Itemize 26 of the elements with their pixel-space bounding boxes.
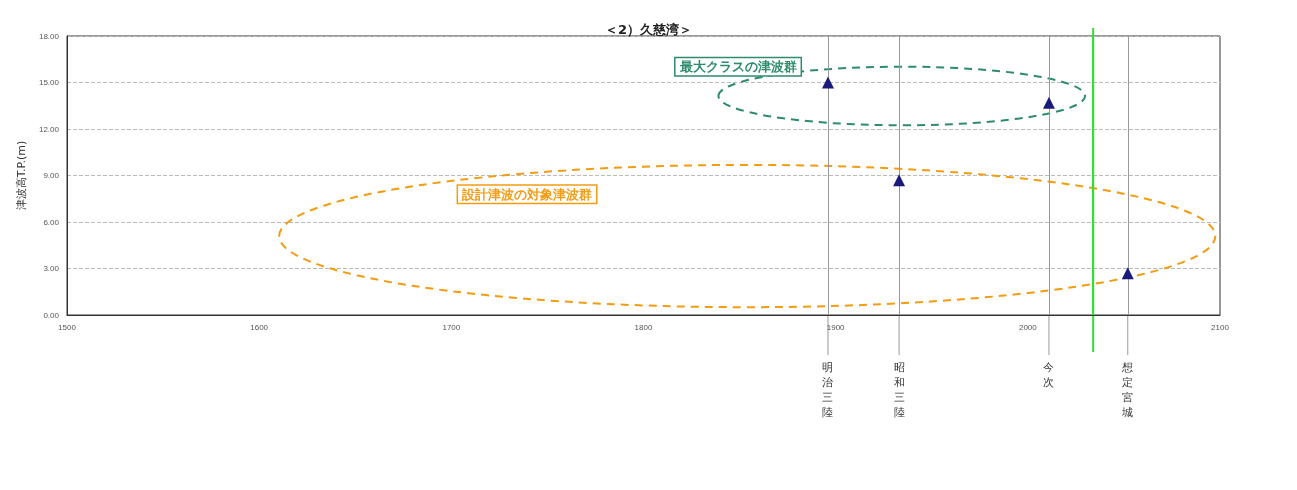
y-tick-label: 3.00 [43, 264, 60, 273]
x-tick-label: 1900 [826, 322, 846, 332]
annotation: 設計津波の対象津波群 [461, 186, 593, 202]
point [893, 174, 906, 187]
y-tick-label: 9.00 [43, 171, 60, 180]
x-tick-label: 1800 [634, 322, 653, 332]
ref-line-label: 今次 [1043, 361, 1055, 389]
ref-line-label: 想定宮城 [1121, 361, 1134, 419]
ref-line-label: 昭和三陸 [893, 361, 905, 419]
ref-line-label: 明治三陸 [822, 361, 834, 419]
y-tick-label: 18.00 [38, 31, 60, 41]
point [1121, 267, 1134, 280]
x-tick-label: 1700 [442, 322, 461, 332]
y-tick-label: 15.00 [38, 78, 60, 87]
x-tick-label: 1600 [250, 322, 269, 332]
x-tick-label: 2100 [1211, 322, 1230, 332]
x-tick-label: 1500 [58, 322, 77, 332]
point [821, 76, 834, 89]
point [1042, 96, 1055, 109]
x-tick-label: 2000 [1018, 322, 1038, 332]
y-tick-label: 6.00 [43, 217, 60, 227]
annotation: 最大クラスの津波群 [678, 59, 797, 75]
chart-title: ＜2）久慈湾＞ [604, 22, 693, 37]
y-axis-title: 津波高T.P.(m) [15, 140, 28, 211]
y-tick-label: 0.00 [43, 310, 60, 320]
y-tick-label: 12.00 [38, 124, 60, 134]
